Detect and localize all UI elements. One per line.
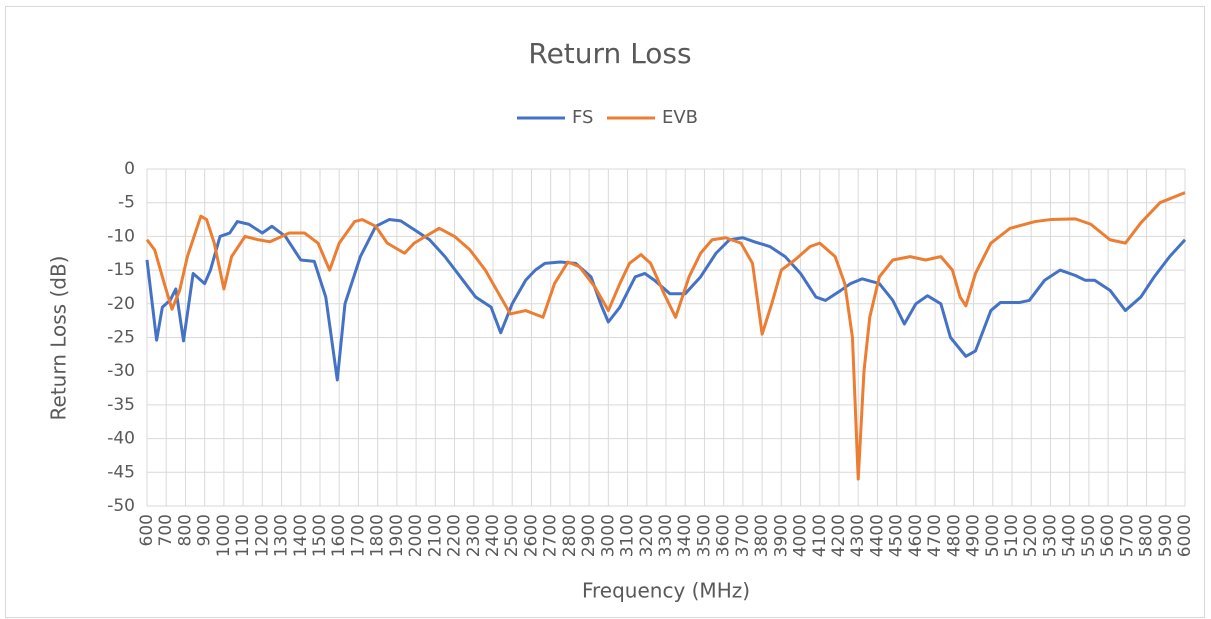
y-tick-label: -35 xyxy=(107,395,135,415)
y-tick-label: 0 xyxy=(124,159,135,179)
x-tick-label: 5700 xyxy=(1117,514,1137,557)
y-tick-label: -40 xyxy=(107,429,135,449)
x-tick-label: 800 xyxy=(175,514,195,546)
x-tick-label: 3000 xyxy=(598,514,618,557)
x-tick-label: 4800 xyxy=(944,514,964,557)
x-tick-label: 2600 xyxy=(521,514,541,557)
x-tick-label: 5800 xyxy=(1137,514,1157,557)
chart-title: Return Loss xyxy=(528,37,691,70)
x-tick-label: 4500 xyxy=(887,514,907,557)
x-tick-label: 1000 xyxy=(214,514,234,557)
y-tick-label: -20 xyxy=(107,294,135,314)
x-tick-label: 4600 xyxy=(906,514,926,557)
legend-label: FS xyxy=(572,107,593,128)
x-tick-label: 1300 xyxy=(272,514,292,557)
series-line xyxy=(145,191,1186,481)
x-tick-label: 3300 xyxy=(656,514,676,557)
x-tick-label: 3700 xyxy=(733,514,753,557)
y-tick-label: -15 xyxy=(107,260,135,280)
x-tick-label: 5500 xyxy=(1079,514,1099,557)
x-tick-label: 5300 xyxy=(1040,514,1060,557)
y-axis-label: Return Loss (dB) xyxy=(47,256,71,421)
x-tick-label: 3200 xyxy=(637,514,657,557)
x-tick-label: 3900 xyxy=(771,514,791,557)
x-tick-label: 2100 xyxy=(425,514,445,557)
x-tick-label: 4400 xyxy=(867,514,887,557)
x-tick-label: 3600 xyxy=(714,514,734,557)
y-tick-label: -45 xyxy=(107,462,135,482)
x-tick-label: 4900 xyxy=(964,514,984,557)
x-tick-label: 1800 xyxy=(368,514,388,557)
x-tick-label: 2200 xyxy=(445,514,465,557)
x-tick-label: 600 xyxy=(137,514,157,546)
x-tick-label: 2000 xyxy=(406,514,426,557)
x-tick-label: 4700 xyxy=(925,514,945,557)
x-tick-label: 4000 xyxy=(791,514,811,557)
y-tick-label: -10 xyxy=(107,226,135,246)
y-tick-label: -30 xyxy=(107,361,135,381)
x-tick-label: 1600 xyxy=(329,514,349,557)
y-tick-label: -50 xyxy=(107,496,135,516)
x-tick-label: 5400 xyxy=(1060,514,1080,557)
x-tick-label: 5900 xyxy=(1156,514,1176,557)
x-tick-label: 1100 xyxy=(233,514,253,557)
x-tick-label: 900 xyxy=(195,514,215,546)
x-tick-label: 3100 xyxy=(618,514,638,557)
x-tick-label: 5000 xyxy=(983,514,1003,557)
x-tick-label: 2400 xyxy=(483,514,503,557)
legend-label: EVB xyxy=(662,107,698,128)
x-tick-label: 5600 xyxy=(1098,514,1118,557)
x-tick-label: 5100 xyxy=(1002,514,1022,557)
x-tick-label: 4200 xyxy=(829,514,849,557)
x-tick-label: 3800 xyxy=(752,514,772,557)
x-tick-label: 700 xyxy=(156,514,176,546)
x-tick-label: 2800 xyxy=(560,514,580,557)
x-tick-label: 2500 xyxy=(502,514,522,557)
series-line xyxy=(145,218,1187,382)
x-tick-label: 1500 xyxy=(310,514,330,557)
y-tick-label: -5 xyxy=(118,193,135,213)
x-tick-label: 3400 xyxy=(675,514,695,557)
x-tick-label: 4100 xyxy=(810,514,830,557)
x-tick-label: 4300 xyxy=(848,514,868,557)
x-axis-label: Frequency (MHz) xyxy=(582,579,750,603)
x-tick-label: 5200 xyxy=(1021,514,1041,557)
x-tick-label: 6000 xyxy=(1175,514,1195,557)
x-tick-label: 1700 xyxy=(348,514,368,557)
x-tick-label: 1400 xyxy=(291,514,311,557)
x-tick-label: 2900 xyxy=(579,514,599,557)
x-tick-label: 3500 xyxy=(694,514,714,557)
x-tick-label: 2700 xyxy=(541,514,561,557)
x-tick-label: 2300 xyxy=(464,514,484,557)
x-tick-label: 1200 xyxy=(252,514,272,557)
y-tick-label: -25 xyxy=(107,328,135,348)
x-tick-label: 1900 xyxy=(387,514,407,557)
